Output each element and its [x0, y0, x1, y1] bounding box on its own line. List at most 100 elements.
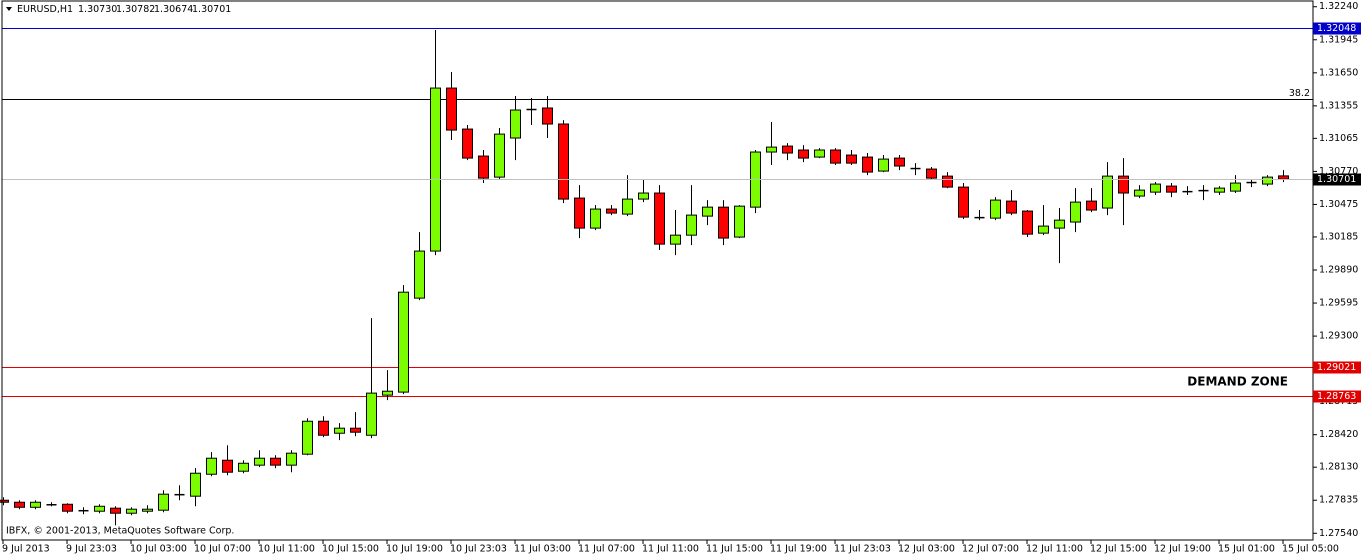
candle-body [1038, 225, 1049, 234]
x-tick-label: 12 Jul 15:00 [1090, 544, 1147, 555]
candle [606, 205, 617, 216]
candle [254, 450, 265, 468]
candle [1086, 188, 1097, 213]
candle-body [814, 149, 825, 158]
candle-body [382, 390, 393, 396]
header-open: 1.30730 [78, 4, 117, 15]
candle-body [926, 168, 937, 179]
price-tag-label: 1.29021 [1317, 362, 1356, 373]
header-close: 1.30701 [192, 4, 231, 15]
candle-body [1070, 201, 1081, 223]
candle [926, 167, 937, 181]
candle-body [126, 508, 137, 514]
plot-area [0, 28, 1313, 526]
price-tag-label: 1.32048 [1317, 23, 1356, 34]
candle [366, 318, 377, 439]
candle [0, 497, 9, 506]
candle-body [0, 499, 9, 503]
x-tick-label: 10 Jul 19:00 [386, 544, 443, 555]
candle [14, 500, 25, 510]
candle [510, 96, 521, 161]
price-tag-label: 1.28763 [1317, 391, 1356, 402]
candle-body [558, 123, 569, 200]
candle-body [286, 452, 297, 466]
candle-body [334, 427, 345, 434]
candle-body [1278, 175, 1289, 180]
x-tick-label: 10 Jul 03:00 [130, 544, 187, 555]
candle-body [302, 420, 313, 455]
candle [430, 30, 441, 256]
annotation: DEMAND ZONE [1187, 374, 1288, 388]
candle [894, 155, 905, 171]
candle-body [110, 507, 121, 514]
y-tick-label: 1.28130 [1319, 462, 1358, 473]
candle [238, 460, 249, 474]
price-tag [1313, 173, 1361, 186]
x-tick-label: 11 Jul 11:00 [642, 544, 699, 555]
candle [398, 285, 409, 395]
candle [702, 200, 713, 226]
candle [334, 423, 345, 441]
candle-body [222, 459, 233, 473]
candle [718, 200, 729, 246]
candle-body [510, 109, 521, 139]
candle-body [494, 133, 505, 178]
candle [686, 185, 697, 246]
candle-body [1150, 183, 1161, 193]
copyright: IBFX, © 2001-2013, MetaQuotes Software C… [6, 526, 234, 537]
candle-body [430, 87, 441, 252]
candle-body [414, 250, 425, 299]
candle [478, 150, 489, 184]
candle [990, 197, 1001, 221]
candle [942, 172, 953, 189]
candle [1198, 185, 1209, 201]
price-tag [1313, 22, 1361, 35]
candle-body [782, 145, 793, 154]
candle [414, 232, 425, 301]
candle [382, 370, 393, 401]
candle-body [574, 197, 585, 229]
y-tick-label: 1.30185 [1319, 231, 1358, 242]
menu-arrow[interactable] [6, 7, 12, 11]
candle-body [1118, 175, 1129, 194]
candle [878, 155, 889, 173]
candle-body [702, 206, 713, 217]
candle [1006, 190, 1017, 216]
candle-body [142, 508, 153, 512]
candle [574, 185, 585, 239]
candle-body [766, 146, 777, 153]
candle-body [846, 154, 857, 164]
candle-body [718, 206, 729, 239]
header-high: 1.30782 [116, 4, 155, 15]
price-tag [1313, 390, 1361, 403]
candle-body [62, 503, 73, 512]
candle [1134, 185, 1145, 199]
candle [94, 504, 105, 514]
candle-body [734, 205, 745, 238]
header-low: 1.30674 [154, 4, 193, 15]
candle [1262, 175, 1273, 187]
candle-body [446, 87, 457, 131]
price-tag [1313, 361, 1361, 374]
y-tick-label: 1.27540 [1319, 528, 1358, 539]
candle-body [878, 158, 889, 172]
candle [1118, 158, 1129, 226]
candle-body [958, 186, 969, 218]
candle [1070, 188, 1081, 233]
x-tick-label: 10 Jul 23:03 [450, 544, 507, 555]
candle-body [990, 199, 1001, 219]
candle [814, 148, 825, 159]
x-tick-label: 11 Jul 23:03 [834, 544, 891, 555]
x-tick-label: 12 Jul 07:00 [962, 544, 1019, 555]
x-tick-label: 10 Jul 11:00 [258, 544, 315, 555]
candle [126, 507, 137, 516]
candle [158, 490, 169, 513]
candle-body [1214, 187, 1225, 193]
x-tick-label: 10 Jul 15:00 [322, 544, 379, 555]
candle-body [478, 155, 489, 179]
candle [1246, 180, 1257, 188]
candle-body [158, 493, 169, 511]
candle-body [254, 457, 265, 466]
x-tick-label: 11 Jul 19:00 [770, 544, 827, 555]
x-tick-label: 12 Jul 11:00 [1026, 544, 1083, 555]
